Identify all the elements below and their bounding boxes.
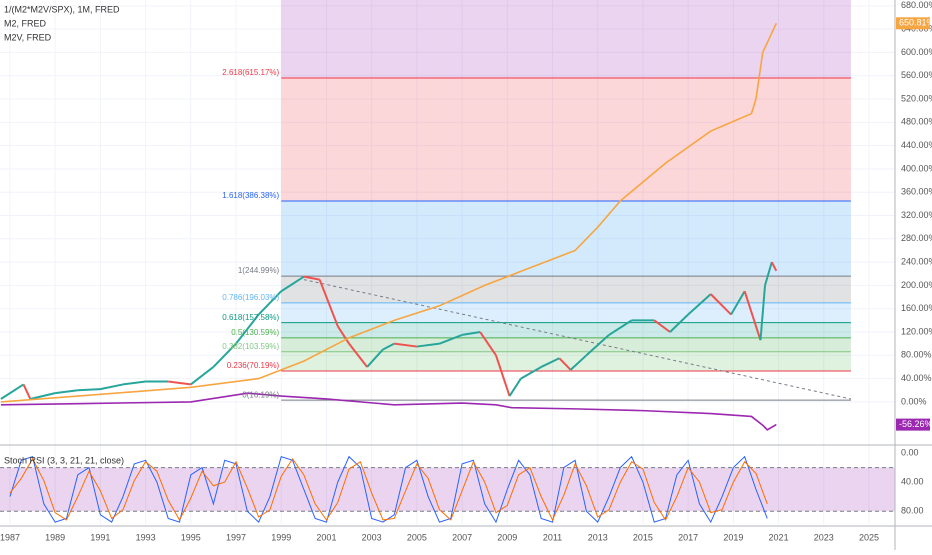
x-tick-label: 2023 [814, 532, 834, 542]
rsi-tick-label: 80.00 [901, 506, 924, 516]
fib-label: 0.5(130.59%) [231, 328, 279, 337]
x-tick-label: 1995 [181, 532, 201, 542]
y-tick-label: 320.00% [901, 210, 932, 220]
y-tick-label: 600.00% [901, 47, 932, 57]
x-tick-label: 2015 [633, 532, 653, 542]
fib-label: 0.786(196.03%) [222, 293, 279, 302]
fib-label: 0(16.19%) [242, 390, 279, 399]
price-label: 650.81% [899, 18, 932, 28]
y-tick-label: 280.00% [901, 233, 932, 243]
x-tick-label: 2013 [588, 532, 608, 542]
fib-band [281, 0, 851, 78]
legend-entry: M2, FRED [4, 18, 47, 28]
y-tick-label: 560.00% [901, 70, 932, 80]
x-tick-label: 1991 [90, 532, 110, 542]
x-tick-label: 2005 [407, 532, 427, 542]
x-tick-label: 2017 [678, 532, 698, 542]
y-tick-label: 520.00% [901, 93, 932, 103]
x-tick-label: 2001 [316, 532, 336, 542]
y-tick-label: 680.00% [901, 0, 932, 10]
x-tick-label: 1987 [0, 532, 20, 542]
y-tick-label: 360.00% [901, 187, 932, 197]
fib-band [281, 78, 851, 201]
price-segment [78, 389, 101, 390]
fib-band [281, 338, 851, 352]
fib-label: 1.618(386.38%) [222, 191, 279, 200]
fib-band [281, 303, 851, 323]
x-tick-label: 1993 [136, 532, 156, 542]
fib-band [281, 201, 851, 276]
y-tick-label: 80.00% [901, 350, 932, 360]
x-tick-label: 2019 [723, 532, 743, 542]
x-tick-label: 1999 [271, 532, 291, 542]
x-tick-label: 2021 [769, 532, 789, 542]
rsi-tick-label: 0.00 [901, 447, 919, 457]
rsi-band [0, 468, 895, 512]
y-tick-label: 120.00% [901, 326, 932, 336]
fib-label: 0.382(103.59%) [222, 342, 279, 351]
x-tick-label: 2025 [859, 532, 879, 542]
y-tick-label: 160.00% [901, 303, 932, 313]
y-tick-label: 40.00% [901, 373, 932, 383]
legend-entry: M2V, FRED [4, 32, 52, 42]
fib-label: 1(244.99%) [238, 266, 280, 275]
y-tick-label: 200.00% [901, 280, 932, 290]
x-tick-label: 2007 [452, 532, 472, 542]
x-tick-label: 2003 [362, 532, 382, 542]
fib-label: 0.618(157.58%) [222, 313, 279, 322]
legend-entry: 1/(M2*M2V/SPX), 1M, FRED [4, 4, 120, 14]
y-tick-label: 440.00% [901, 140, 932, 150]
fib-band [281, 352, 851, 371]
x-tick-label: 1997 [226, 532, 246, 542]
x-tick-label: 2011 [543, 532, 562, 542]
y-tick-label: 240.00% [901, 256, 932, 266]
x-tick-label: 1989 [45, 532, 65, 542]
y-tick-label: 400.00% [901, 163, 932, 173]
y-tick-label: 0.00% [901, 396, 927, 406]
y-tick-label: 480.00% [901, 117, 932, 127]
fib-label: 2.618(615.17%) [222, 68, 279, 77]
fib-label: 0.236(70.19%) [227, 361, 280, 370]
rsi-title: Stoch RSI (3, 3, 21, 21, close) [4, 455, 124, 465]
price-label: -56.26% [899, 419, 932, 429]
rsi-tick-label: 40.00 [901, 476, 924, 486]
x-tick-label: 2009 [497, 532, 517, 542]
